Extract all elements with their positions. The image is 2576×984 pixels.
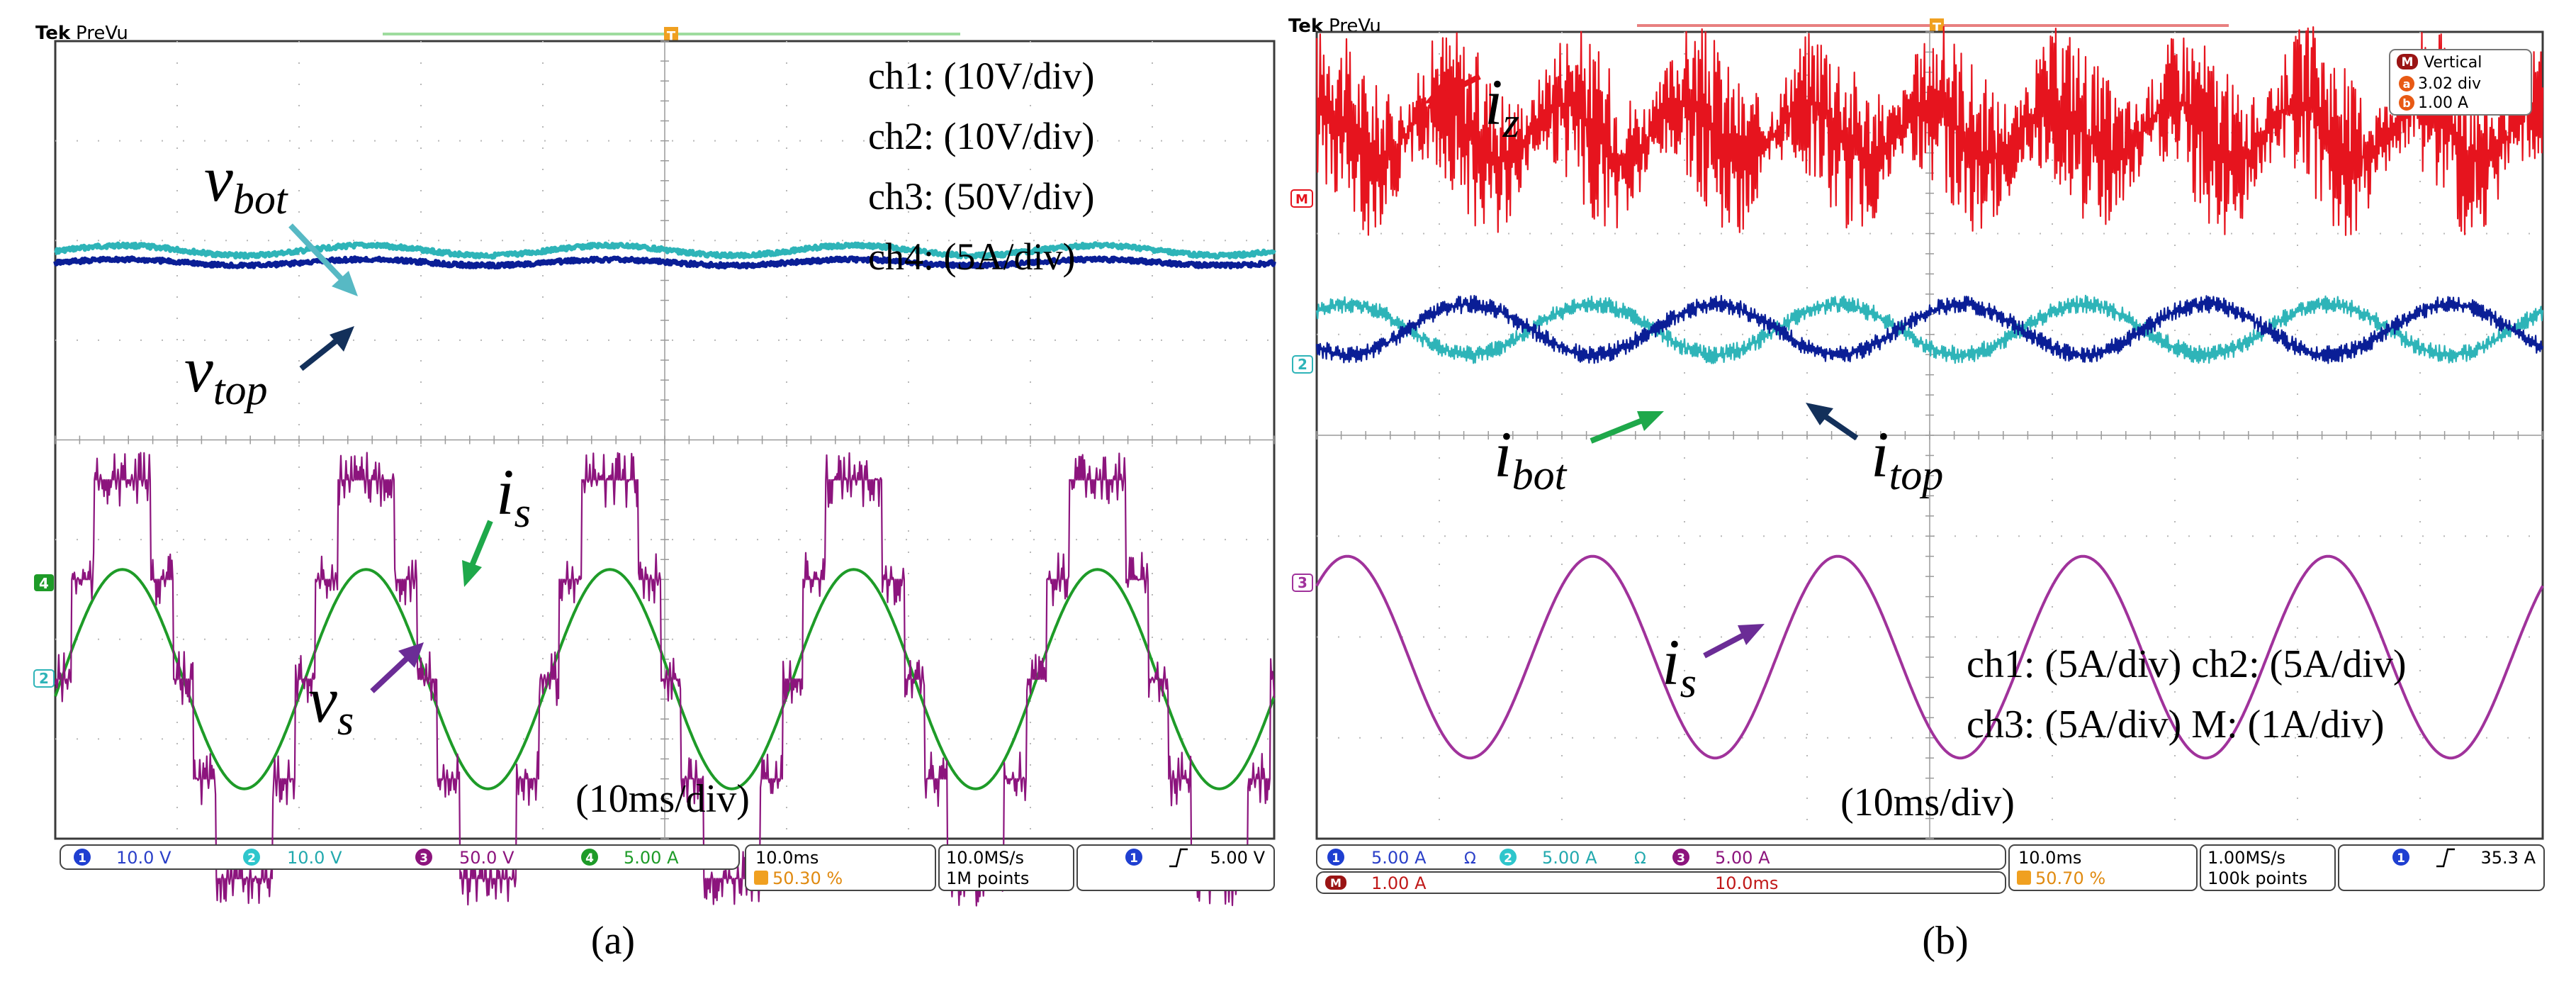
trace-v_top: [53, 255, 1276, 270]
svg-text:4: 4: [585, 851, 594, 866]
readout-a-ch4: 5.00 A: [624, 848, 679, 868]
readout-b-horiz: 10.0ms: [2018, 848, 2081, 868]
readout-b-ch1: 5.00 A: [1371, 848, 1427, 868]
arrow-i-s-a: [462, 520, 493, 587]
math-box-pos: 3.02 div: [2418, 75, 2481, 93]
trace-i_bot: [1315, 294, 2544, 364]
readout-a-record: 1M points: [946, 868, 1029, 888]
readout-b-math-time: 10.0ms: [1715, 873, 1778, 893]
arrow-i-top: [1806, 403, 1859, 441]
readout-b: 1 5.00 A Ω 2 5.00 A Ω 3 5.00 A M 1.00 A …: [1316, 844, 2545, 894]
time-div-b: (10ms/div): [1840, 781, 2015, 824]
svg-text:2: 2: [247, 851, 256, 866]
math-box-title: Vertical: [2424, 54, 2482, 72]
math-box-scale: 1.00 A: [2418, 94, 2468, 112]
trace-i_z: [1315, 26, 2544, 236]
readout-a-ch1: 10.0 V: [116, 848, 171, 868]
trace-v_s: [54, 452, 1276, 907]
readout-b-triglevel: 35.3 A: [2481, 848, 2536, 868]
math-marker-b: M: [1290, 189, 1313, 208]
label-v-top: vtop: [184, 333, 268, 413]
ch3-marker-b: 3: [1292, 574, 1313, 592]
svg-text:2: 2: [1298, 356, 1307, 373]
ch2-marker-b: 2: [1292, 355, 1313, 374]
trace-i_s: [1315, 554, 2544, 760]
scale-text-a-3: ch3: (50V/div): [868, 175, 1094, 218]
svg-text:2: 2: [39, 670, 49, 687]
trace-i_s: [54, 568, 1276, 790]
caption-b: (b): [1922, 919, 1968, 963]
trigger-slope-icon-b: [2436, 848, 2455, 868]
svg-text:3: 3: [1677, 851, 1685, 866]
readout-b-trigpos: 50.70 %: [2035, 868, 2105, 888]
readout-a-trigsrc: 1: [1130, 851, 1138, 866]
panel-b: Tek PreVu T M 2 3 M Vertical: [1288, 16, 2545, 963]
arrow-i-s-b: [1703, 624, 1765, 659]
label-i-s-b: is: [1662, 626, 1697, 706]
readout-a: 1 10.0 V 2 10.0 V 3 50.0 V 4 5.00 A 10.0…: [60, 844, 1275, 891]
arrow-i-z: [1424, 74, 1481, 104]
arrow-v-s: [370, 642, 424, 693]
readout-a-rate: 10.0MS/s: [946, 848, 1024, 868]
svg-text:1: 1: [78, 851, 86, 866]
readout-b-ch3: 5.00 A: [1715, 848, 1770, 868]
svg-text:M: M: [1330, 876, 1342, 890]
arrow-v-bot: [288, 223, 358, 296]
math-box-badge-b: b: [2402, 96, 2410, 110]
readout-b-math: 1.00 A: [1371, 873, 1427, 893]
label-i-z: iz: [1485, 66, 1519, 146]
svg-text:M: M: [1295, 192, 1308, 207]
readout-b-ch2: 5.00 A: [1542, 848, 1597, 868]
panel-a: Tek PreVu T 4 2 ch1: (10V/div) ch2: (10V…: [33, 23, 1276, 963]
svg-text:2: 2: [1504, 851, 1512, 866]
time-div-a: (10ms/div): [575, 777, 750, 821]
scale-text-a-2: ch2: (10V/div): [868, 115, 1094, 157]
ohm-icon-b1: Ω: [1464, 850, 1476, 868]
svg-text:1: 1: [1332, 851, 1340, 866]
arrow-i-bot: [1590, 411, 1664, 444]
svg-text:4: 4: [39, 575, 49, 592]
readout-b-trigsrc: 1: [2397, 851, 2405, 866]
readout-a-trigpos: 50.30 %: [772, 868, 843, 888]
trace-i_top: [1315, 295, 2544, 364]
arrow-v-top: [299, 326, 354, 371]
readout-a-ch3: 50.0 V: [459, 848, 514, 868]
caption-a: (a): [591, 919, 635, 963]
readout-a-horiz: 10.0ms: [755, 848, 819, 868]
trigger-slope-icon-a: [1169, 848, 1188, 868]
scale-text-b-1: ch1: (5A/div) ch2: (5A/div): [1967, 642, 2407, 686]
math-box-badge-m: M: [2402, 55, 2414, 69]
readout-b-rate: 1.00MS/s: [2207, 848, 2285, 868]
scale-text-a-1: ch1: (10V/div): [868, 55, 1094, 97]
ch4-marker-a: 4: [34, 574, 54, 592]
readout-b-record: 100k points: [2207, 868, 2307, 888]
svg-text:3: 3: [420, 851, 428, 866]
trace-v_bot: [54, 241, 1276, 260]
label-i-s-a: is: [496, 456, 531, 536]
scale-text-a-4: ch4: (5A/div): [868, 235, 1075, 278]
math-info-box: M Vertical a 3.02 div b 1.00 A: [2389, 49, 2532, 116]
scale-text-b-2: ch3: (5A/div) M: (1A/div): [1967, 703, 2384, 747]
traces-b: [1315, 26, 2544, 760]
traces-a: [53, 241, 1276, 907]
readout-a-triglevel: 5.00 V: [1210, 848, 1266, 868]
label-v-s: vs: [308, 664, 354, 744]
ohm-icon-b2: Ω: [1634, 850, 1646, 868]
ch2-marker-a: 2: [33, 669, 55, 688]
svg-text:3: 3: [1298, 574, 1307, 591]
label-v-bot: vbot: [204, 142, 288, 223]
readout-a-ch2: 10.0 V: [287, 848, 342, 868]
label-i-bot: ibot: [1494, 418, 1568, 498]
math-box-badge-a: a: [2403, 77, 2411, 91]
label-i-top: itop: [1871, 418, 1943, 498]
